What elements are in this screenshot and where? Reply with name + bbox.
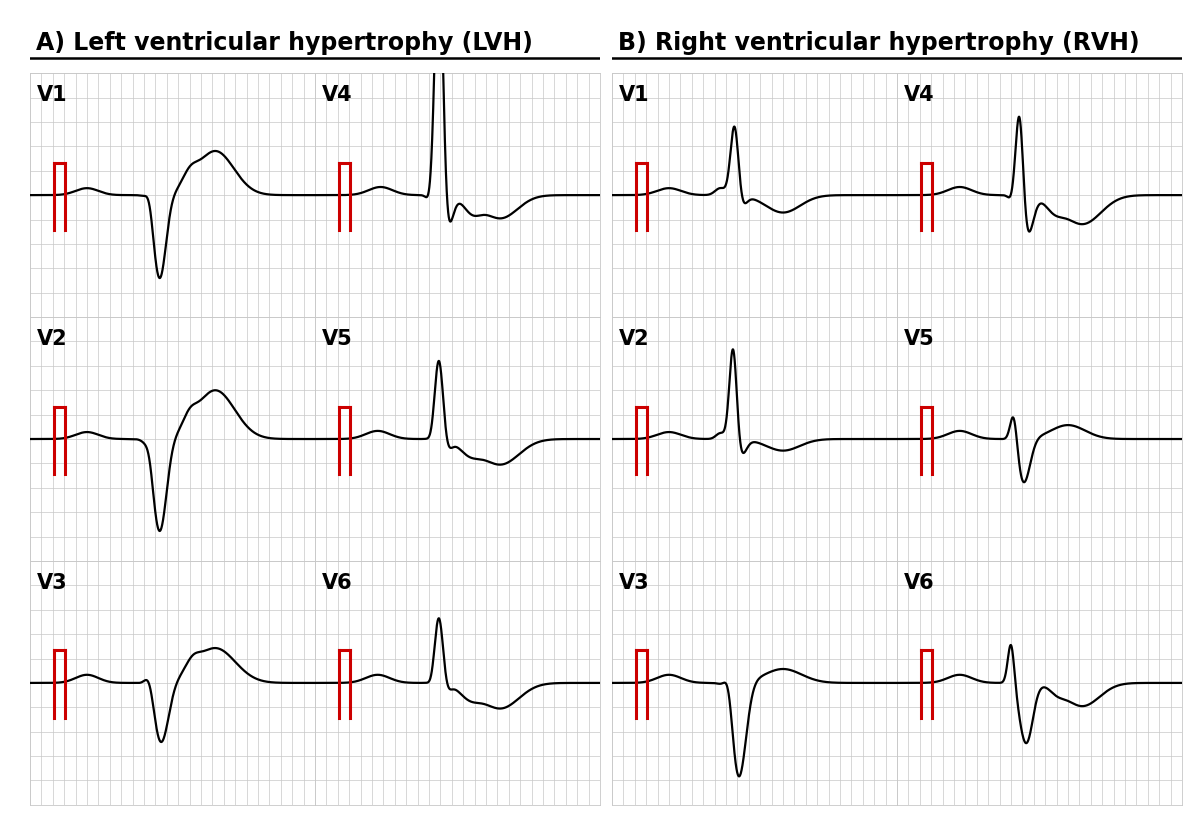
Text: V1: V1: [619, 85, 649, 106]
Text: V1: V1: [37, 85, 67, 106]
Text: A) Left ventricular hypertrophy (LVH): A) Left ventricular hypertrophy (LVH): [36, 31, 533, 55]
Text: V5: V5: [322, 329, 353, 350]
Text: V4: V4: [322, 85, 353, 106]
Text: V6: V6: [322, 573, 353, 593]
Text: V5: V5: [904, 329, 935, 350]
Text: V4: V4: [904, 85, 935, 106]
Text: V2: V2: [37, 329, 67, 350]
Text: V6: V6: [904, 573, 935, 593]
Text: V3: V3: [619, 573, 649, 593]
Text: V2: V2: [619, 329, 649, 350]
Text: B) Right ventricular hypertrophy (RVH): B) Right ventricular hypertrophy (RVH): [618, 31, 1139, 55]
Text: V3: V3: [37, 573, 67, 593]
